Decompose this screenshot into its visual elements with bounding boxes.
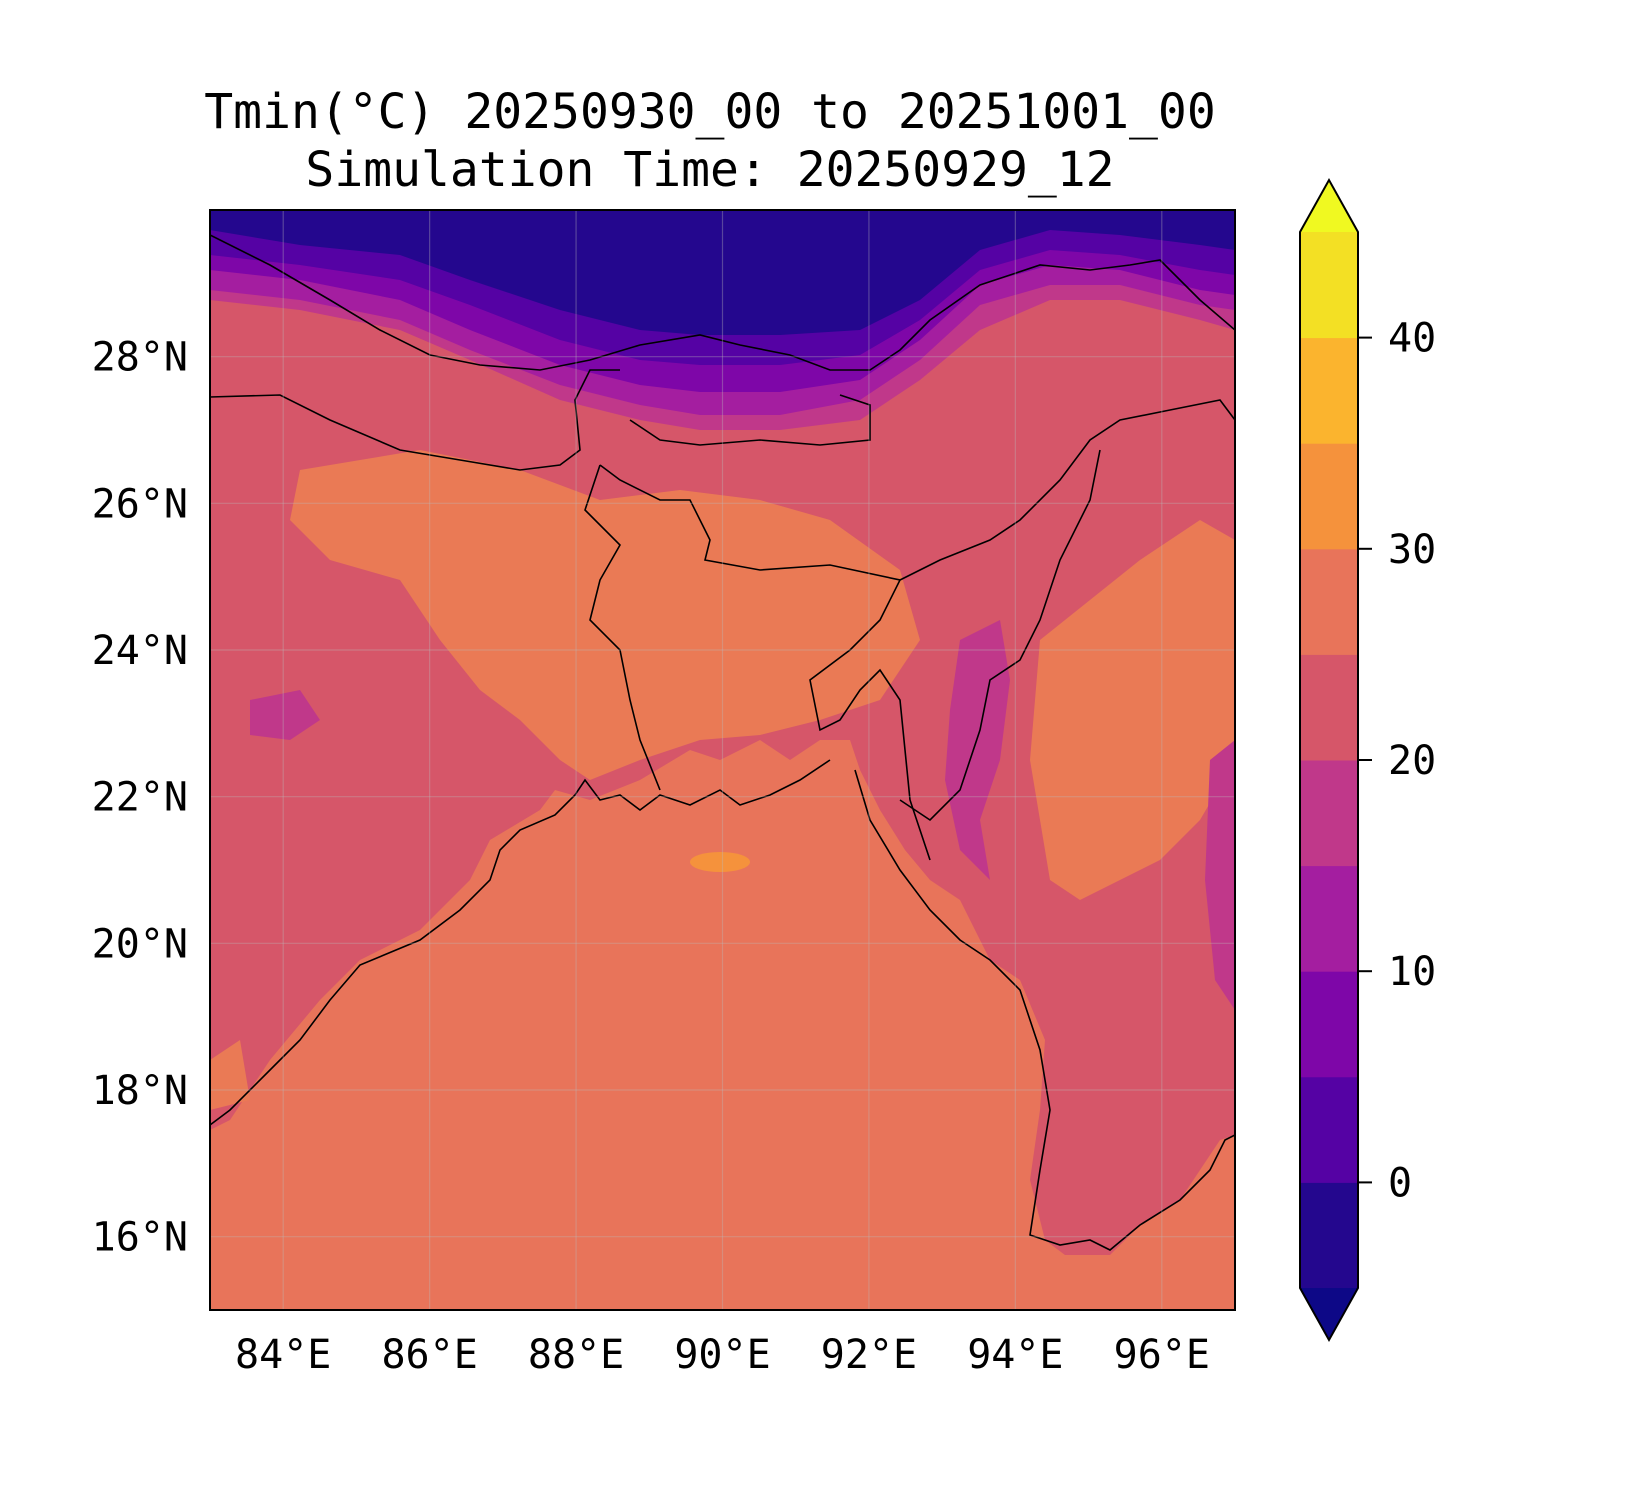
border-india-west-bd bbox=[584, 464, 661, 791]
map-area bbox=[210, 210, 1235, 1310]
y-tick-label: 22°N bbox=[92, 775, 188, 821]
colorbar-segment bbox=[1300, 337, 1358, 444]
warm-patch-bengal bbox=[290, 450, 920, 780]
colorbar-segment bbox=[1300, 971, 1358, 1078]
peaks bbox=[210, 210, 1235, 335]
colorbar-segment bbox=[1300, 1182, 1358, 1289]
hills-east-2 bbox=[1205, 740, 1235, 1010]
y-tick-label: 18°N bbox=[92, 1068, 188, 1114]
map-frame bbox=[209, 209, 1236, 1311]
x-tick-label: 94°E bbox=[967, 1332, 1063, 1378]
colorbar-segment bbox=[1300, 865, 1358, 972]
coastline-east bbox=[854, 769, 1235, 1251]
x-tick-label: 96°E bbox=[1114, 1332, 1210, 1378]
warm-patch-west bbox=[210, 1040, 250, 1110]
colorbar-tick-label: 10 bbox=[1388, 949, 1436, 995]
y-axis: 16°N 18°N 20°N 22°N 24°N 26°N 28°N bbox=[92, 335, 188, 1261]
y-tick-label: 26°N bbox=[92, 481, 188, 527]
warm-patch-east bbox=[1030, 520, 1235, 900]
x-tick-label: 86°E bbox=[381, 1332, 477, 1378]
colorbar-over-triangle bbox=[1300, 180, 1358, 232]
colorbar-segment bbox=[1300, 654, 1358, 761]
colorbar-segment bbox=[1300, 1076, 1358, 1183]
colorbar: 0 10 20 30 40 bbox=[1299, 177, 1436, 1343]
border-bhutan bbox=[629, 394, 871, 446]
x-tick-label: 92°E bbox=[821, 1332, 917, 1378]
border-myanmar bbox=[899, 449, 1101, 822]
hot-spot bbox=[690, 852, 750, 872]
colorbar-segment bbox=[1300, 232, 1358, 339]
y-tick-label: 24°N bbox=[92, 628, 188, 674]
gridlines bbox=[210, 210, 1235, 1310]
colorbar-tick-label: 0 bbox=[1388, 1160, 1412, 1206]
y-tick-label: 20°N bbox=[92, 921, 188, 967]
colorbar-tick-label: 30 bbox=[1388, 527, 1436, 573]
y-tick-label: 28°N bbox=[92, 335, 188, 381]
colorbar-segment bbox=[1300, 548, 1358, 655]
x-axis: 84°E 86°E 88°E 90°E 92°E 94°E 96°E bbox=[235, 1332, 1210, 1378]
border-ne-india bbox=[899, 399, 1235, 581]
border-tibet bbox=[210, 234, 1235, 371]
x-tick-label: 90°E bbox=[674, 1332, 770, 1378]
hills-west-patch bbox=[250, 690, 320, 740]
colorbar-outline bbox=[1299, 177, 1359, 1343]
coastlines bbox=[210, 234, 1235, 1251]
border-bangladesh bbox=[599, 464, 931, 861]
colorbar-tick-label: 40 bbox=[1388, 316, 1436, 362]
colorbar-segment bbox=[1300, 443, 1358, 550]
border-nepal bbox=[210, 369, 620, 471]
colorbar-segment bbox=[1300, 760, 1358, 867]
colorbar-tick-label: 20 bbox=[1388, 738, 1436, 784]
colorbar-under-triangle bbox=[1300, 1288, 1358, 1340]
coastline-west bbox=[210, 759, 831, 1126]
x-tick-label: 88°E bbox=[528, 1332, 624, 1378]
hills-east bbox=[945, 620, 1010, 880]
chart-title: Tmin(°C) 20250930_00 to 20251001_00 bbox=[204, 84, 1216, 140]
chart-subtitle: Simulation Time: 20250929_12 bbox=[305, 142, 1115, 198]
y-tick-label: 16°N bbox=[92, 1215, 188, 1261]
x-tick-label: 84°E bbox=[235, 1332, 331, 1378]
